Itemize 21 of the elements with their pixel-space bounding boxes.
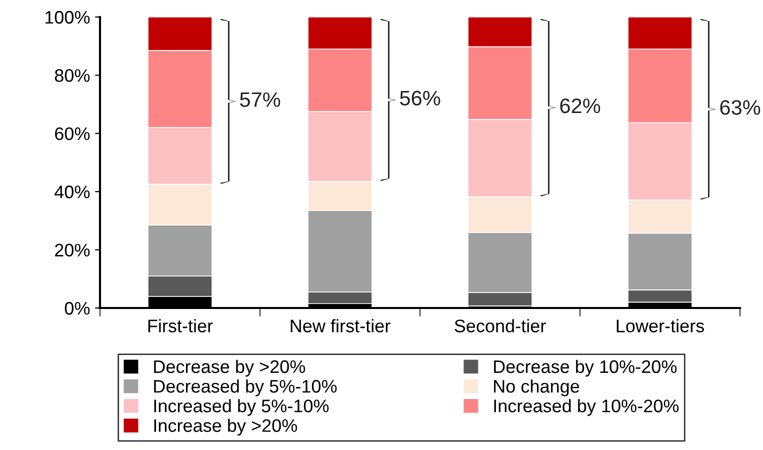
annotation: 62%: [560, 98, 600, 114]
legend-label: Decrease by 10%-20%: [494, 360, 677, 377]
x-tick-label: Lower-tiers: [616, 319, 704, 332]
y-tick-label: 100%: [45, 10, 90, 24]
legend-label: Increased by 10%-20%: [494, 399, 679, 416]
annotation: 63%: [720, 100, 760, 115]
y-tick-label: 60%: [55, 127, 90, 140]
x-tick-label: New first-tier: [290, 319, 390, 332]
x-tick-label: Second-tier: [454, 319, 546, 332]
y-tick-label: 0%: [64, 302, 90, 315]
legend-label: Increase by >20%: [154, 418, 298, 436]
y-tick-label: 80%: [54, 69, 90, 82]
legend-label: Increased by 5%-10%: [154, 399, 329, 416]
y-tick-label: 20%: [55, 244, 90, 257]
legend-label: No change: [494, 379, 580, 396]
x-tick-label: First-tier: [148, 319, 213, 332]
annotation: 56%: [400, 90, 440, 106]
legend-label: Decrease by >20%: [154, 360, 306, 377]
legend-label: Decreased by 5%-10%: [154, 379, 337, 396]
annotation: 57%: [240, 92, 280, 107]
y-tick-label: 40%: [54, 186, 90, 198]
